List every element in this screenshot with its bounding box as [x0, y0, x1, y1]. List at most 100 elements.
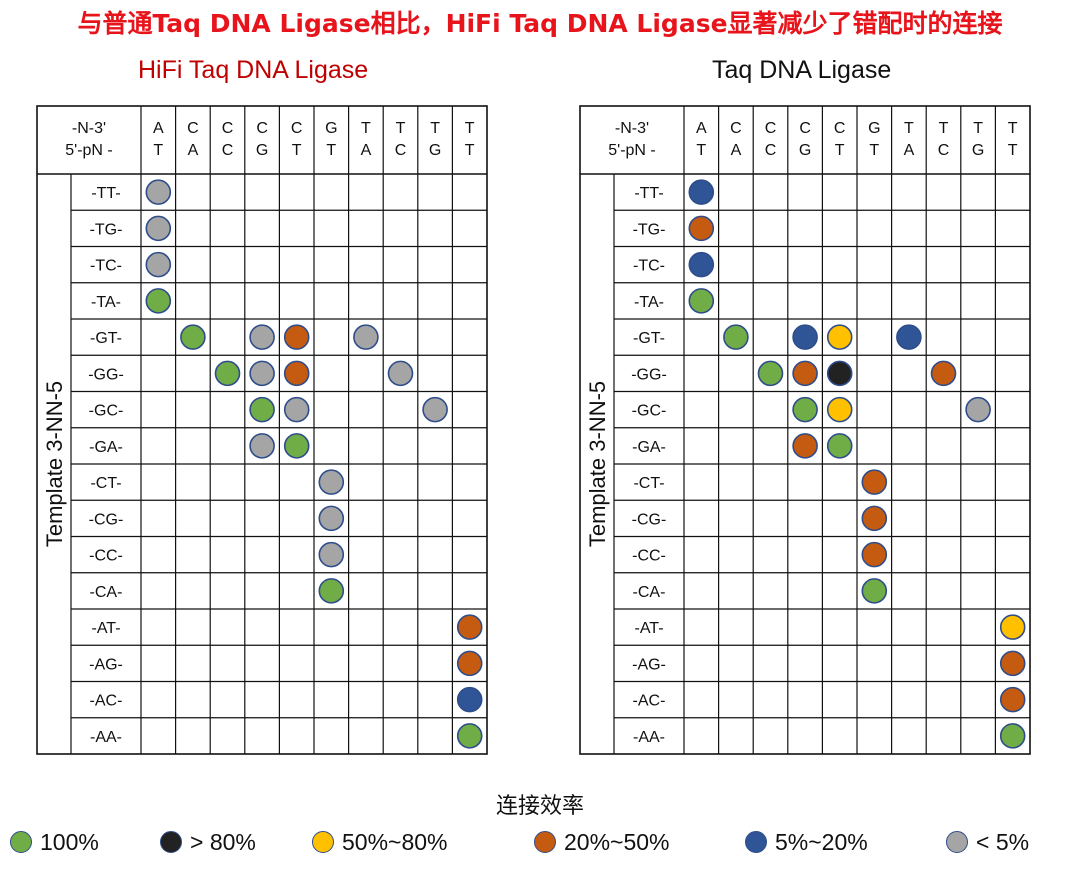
column-tick-label: T — [835, 142, 845, 159]
efficiency-dot — [792, 324, 818, 350]
efficiency-dot — [792, 396, 818, 423]
column-tick-label: G — [799, 142, 811, 159]
legend-swatch — [160, 831, 182, 853]
efficiency-dot — [999, 723, 1026, 749]
row-label: -TA- — [91, 294, 121, 311]
row-label: -AG- — [632, 656, 666, 673]
efficiency-dot — [826, 360, 853, 387]
row-label: -CA- — [633, 584, 666, 601]
column-tick-label: T — [904, 120, 914, 137]
efficiency-dot — [792, 360, 818, 387]
row-label: -GG- — [88, 366, 124, 383]
legend-swatch — [745, 831, 767, 853]
row-label: -CC- — [89, 548, 123, 565]
headline: 与普通Taq DNA Ligase相比，HiFi Taq DNA Ligase显… — [77, 9, 1003, 38]
efficiency-dot — [757, 360, 784, 387]
row-label: -TC- — [90, 258, 122, 275]
column-tick-label: T — [292, 142, 302, 159]
column-tick-label: T — [153, 142, 163, 159]
efficiency-dot — [145, 288, 172, 314]
grid-border — [579, 105, 1031, 755]
efficiency-dot — [283, 360, 310, 387]
efficiency-dot — [688, 288, 715, 314]
column-tick-label: G — [972, 142, 984, 159]
efficiency-dot — [456, 723, 483, 749]
row-label: -GG- — [631, 366, 667, 383]
header-corner-label: -N-3' — [615, 120, 649, 137]
column-tick-label: G — [256, 142, 268, 159]
efficiency-dot — [826, 433, 853, 459]
efficiency-dot — [318, 541, 345, 568]
column-tick-label: A — [188, 142, 199, 159]
column-tick-label: C — [291, 120, 303, 137]
column-tick-label: C — [187, 120, 199, 137]
efficiency-dot — [249, 433, 275, 459]
legend-item-50_80: 50%~80% — [312, 824, 448, 860]
row-group-label: Template 3-NN-5 — [42, 381, 67, 547]
row-label: -GA- — [89, 439, 123, 456]
column-tick-label: T — [939, 120, 949, 137]
row-label: -TT- — [634, 185, 663, 202]
efficiency-dot — [930, 360, 957, 387]
efficiency-dot — [456, 686, 483, 713]
efficiency-dot — [249, 360, 275, 387]
legend-label: 5%~20% — [775, 828, 868, 855]
efficiency-dot — [283, 396, 310, 423]
efficiency-dot — [999, 614, 1026, 640]
efficiency-dot — [861, 505, 888, 532]
column-tick-label: T — [973, 120, 983, 137]
efficiency-dot — [249, 324, 275, 350]
column-tick-label: C — [799, 120, 811, 137]
efficiency-dot — [826, 324, 853, 350]
row-label: -GC- — [632, 403, 667, 420]
row-label: -TT- — [91, 185, 120, 202]
efficiency-dot — [861, 469, 888, 495]
column-tick-label: A — [153, 120, 164, 137]
legend-label: > 80% — [190, 828, 256, 855]
legend-label: 20%~50% — [564, 828, 670, 855]
grid-panel-1: -N-3'5'-pN -ATCACCCGCTGTTATCTGTT-TT--TG-… — [579, 105, 1031, 755]
efficiency-dot — [145, 215, 172, 242]
efficiency-dot — [180, 324, 206, 350]
efficiency-dot — [145, 179, 172, 205]
column-tick-label: C — [834, 120, 846, 137]
efficiency-dot — [861, 578, 888, 604]
row-label: -TG- — [90, 221, 123, 238]
legend-label: < 5% — [976, 828, 1030, 855]
efficiency-dot — [792, 433, 818, 459]
column-tick-label: C — [765, 142, 777, 159]
row-label: -CA- — [90, 584, 123, 601]
grid-panel-0: -N-3'5'-pN -ATCACCCGCTGTTATCTGTT-TT--TG-… — [36, 105, 488, 755]
efficiency-dot — [387, 360, 414, 387]
row-label: -AC- — [633, 693, 666, 710]
column-tick-label: T — [696, 142, 706, 159]
row-label: -TG- — [633, 221, 666, 238]
legend-item-gt80: > 80% — [160, 824, 256, 860]
panel-title-hifi: HiFi Taq DNA Ligase — [138, 56, 369, 84]
column-tick-label: C — [765, 120, 777, 137]
row-label: -AA- — [90, 729, 122, 746]
row-label: -AA- — [633, 729, 665, 746]
row-label: -TA- — [634, 294, 664, 311]
legend-item-lt5: < 5% — [946, 824, 1029, 860]
row-label: -AC- — [90, 693, 123, 710]
column-tick-label: T — [465, 142, 475, 159]
legend-item-5_20: 5%~20% — [745, 824, 868, 860]
row-label: -AG- — [89, 656, 123, 673]
header-corner-label: 5'-pN - — [65, 142, 113, 159]
row-label: -CG- — [632, 511, 667, 528]
efficiency-dot — [688, 215, 715, 242]
column-tick-label: G — [429, 142, 441, 159]
row-label: -GC- — [89, 403, 124, 420]
legend-swatch — [946, 831, 968, 853]
legend-title: 连接效率 — [495, 794, 584, 819]
efficiency-dot — [999, 686, 1026, 713]
column-tick-label: T — [869, 142, 879, 159]
column-tick-label: T — [430, 120, 440, 137]
column-tick-label: T — [361, 120, 371, 137]
efficiency-dot — [723, 324, 749, 350]
efficiency-dot — [861, 541, 888, 568]
legend-label: 50%~80% — [342, 828, 448, 855]
row-label: -CC- — [632, 548, 666, 565]
